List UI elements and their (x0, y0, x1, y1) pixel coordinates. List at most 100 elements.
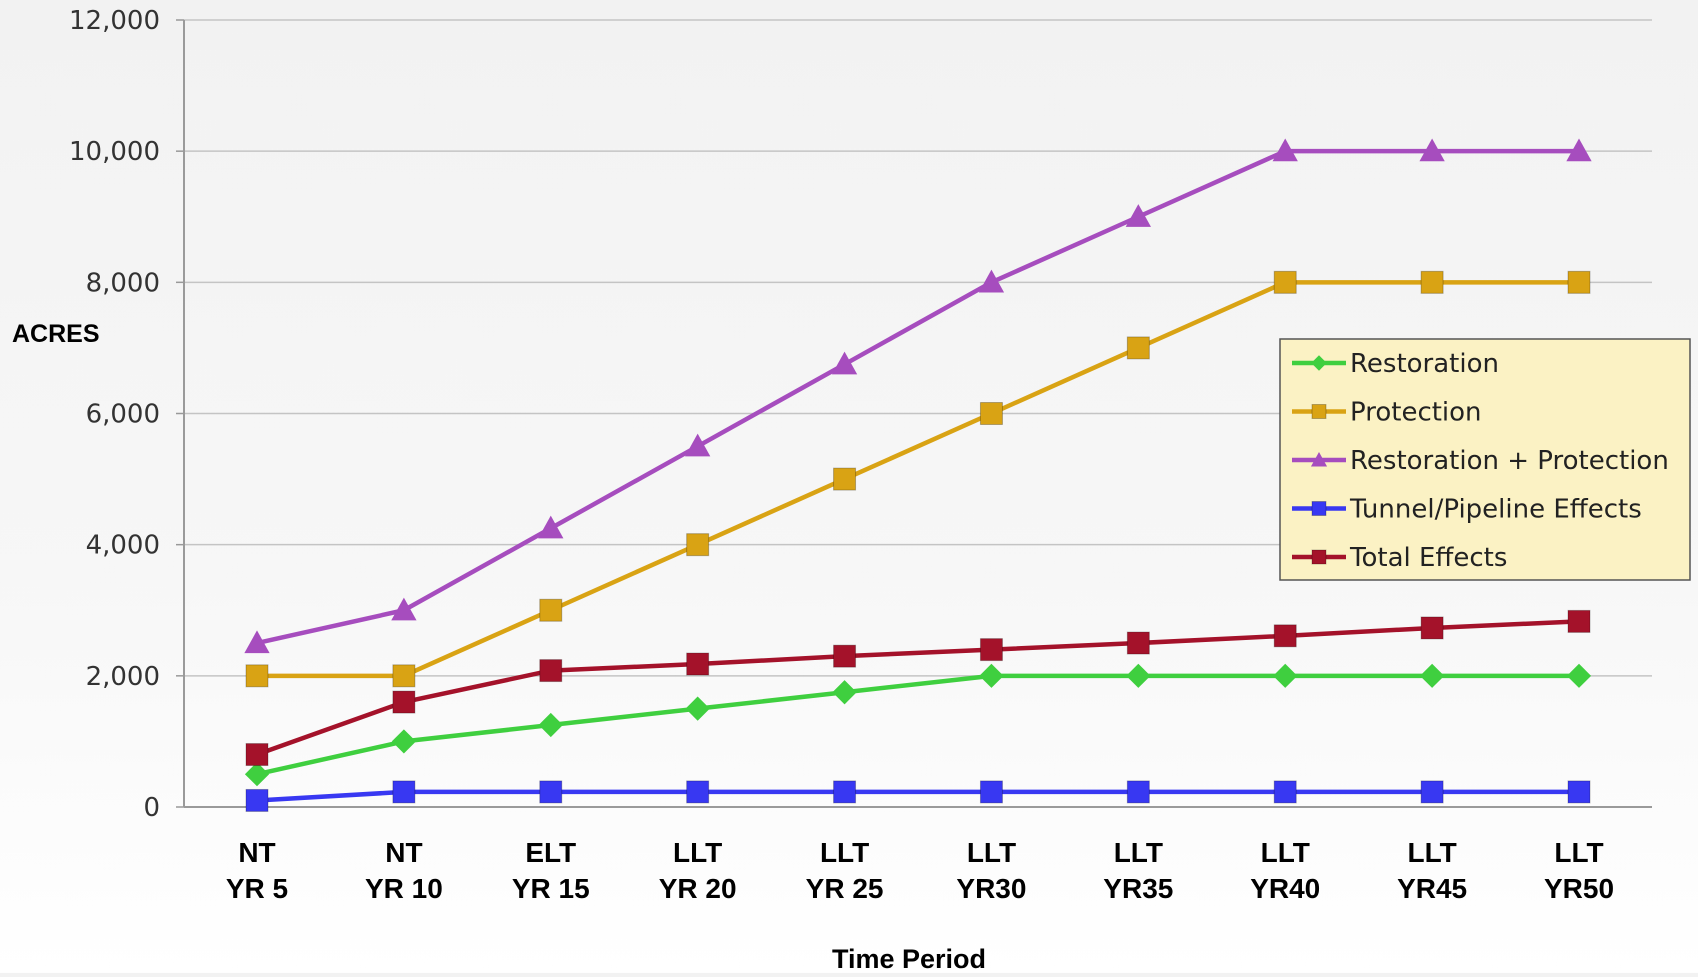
data-point (1567, 270, 1591, 294)
data-point (1567, 609, 1591, 633)
x-axis-title: Time Period (832, 944, 986, 973)
axes (176, 19, 1652, 808)
series-line (256, 619, 1580, 757)
legend-swatch-marker (1311, 404, 1327, 419)
x-tick-label: NT YR 5 (226, 837, 288, 904)
y-tick-label: 10,000 (69, 137, 160, 167)
legend-swatch-marker (1311, 549, 1327, 565)
x-tick-label: LLT YR35 (1103, 837, 1173, 904)
series-line (256, 789, 1579, 803)
data-point (245, 788, 269, 812)
data-point (245, 664, 269, 688)
data-point (831, 351, 858, 375)
data-point (1273, 270, 1297, 294)
legend-swatch-marker (1310, 451, 1328, 467)
data-point (1272, 138, 1298, 162)
series-total-effects (245, 609, 1591, 767)
data-point (1126, 336, 1150, 360)
data-point (832, 680, 857, 705)
x-tick-label: LLT YR 20 (659, 837, 737, 904)
data-point (1126, 663, 1151, 688)
y-tick-label: 4,000 (86, 531, 160, 561)
series-restoration (244, 663, 1592, 787)
data-point (979, 663, 1004, 688)
data-point (1420, 270, 1444, 294)
data-point (1566, 663, 1592, 688)
data-point (979, 638, 1003, 662)
data-point (979, 402, 1003, 425)
data-point (392, 690, 416, 714)
data-point (244, 762, 270, 787)
data-point (1125, 204, 1151, 227)
y-axis-tick-labels: 0 2,000 4,000 6,000 8,000 10,000 12,000 (69, 6, 160, 823)
data-point (539, 659, 563, 683)
data-point (686, 533, 710, 557)
data-point (539, 598, 563, 622)
legend-item: Protection (1292, 398, 1482, 428)
data-point (1126, 631, 1150, 655)
x-tick-label: ELT YR 15 (512, 837, 590, 904)
data-point (1126, 780, 1150, 804)
legend-box (1279, 338, 1691, 581)
data-point (685, 433, 711, 457)
series-line (257, 280, 1579, 679)
legend-label: Protection (1350, 398, 1482, 428)
x-tick-label: LLT YR45 (1397, 837, 1467, 904)
data-point (1273, 663, 1298, 688)
legend-item: Restoration + Protection (1292, 446, 1669, 476)
data-point (1273, 780, 1297, 804)
legend-label: Total Effects (1349, 543, 1507, 573)
series-lines (244, 138, 1592, 812)
y-tick-label: 0 (143, 793, 160, 823)
legend-item: Restoration (1292, 349, 1499, 379)
data-point (686, 780, 710, 804)
data-point (538, 712, 563, 738)
x-tick-label: LLT YR 25 (806, 837, 884, 904)
data-point (978, 269, 1005, 293)
x-tick-label: LLT YR50 (1544, 837, 1614, 904)
legend: Restoration Protection Restoration + Prote… (1279, 338, 1691, 581)
gridlines (184, 19, 1652, 808)
y-tick-label: 12,000 (69, 6, 160, 36)
data-point (1420, 663, 1445, 688)
x-tick-label: NT YR 10 (365, 837, 443, 904)
y-tick-label: 6,000 (86, 400, 160, 430)
data-point (244, 630, 270, 654)
data-point (1273, 624, 1297, 648)
data-point (392, 664, 416, 688)
data-point (685, 696, 710, 721)
y-axis-title: ACRES (12, 320, 100, 348)
data-point (1567, 780, 1591, 804)
legend-label: Tunnel/Pipeline Effects (1349, 495, 1642, 525)
data-point (979, 780, 1003, 804)
legend-swatch-marker (1311, 501, 1327, 516)
data-point (1420, 616, 1444, 640)
data-point (392, 780, 416, 804)
legend-label: Restoration (1350, 349, 1499, 379)
series-tunnel-pipeline-effects (245, 780, 1591, 812)
data-point (1566, 138, 1592, 162)
series-restoration-protection (244, 138, 1592, 654)
series-line (256, 148, 1579, 646)
series-protection (245, 270, 1591, 688)
data-point (245, 743, 269, 767)
y-tick-label: 8,000 (86, 268, 160, 298)
x-tick-label: LLT YR30 (956, 837, 1026, 904)
data-point (833, 780, 857, 804)
data-point (391, 597, 417, 621)
data-point (833, 467, 857, 491)
data-point (686, 652, 710, 676)
data-point (1420, 780, 1444, 804)
data-point (538, 515, 564, 539)
legend-label: Restoration + Protection (1350, 446, 1669, 476)
y-tick-label: 2,000 (86, 662, 160, 692)
data-point (391, 729, 416, 754)
data-point (539, 780, 563, 804)
legend-item: Tunnel/Pipeline Effects (1292, 495, 1642, 525)
x-tick-label: LLT YR40 (1250, 837, 1320, 904)
legend-swatch-marker (1311, 355, 1327, 371)
x-axis-category-labels: NT YR 5 NT YR 10 ELT YR 15 LLT YR 20 LLT YR 25 LLT… (226, 837, 1614, 904)
data-point (833, 644, 857, 668)
